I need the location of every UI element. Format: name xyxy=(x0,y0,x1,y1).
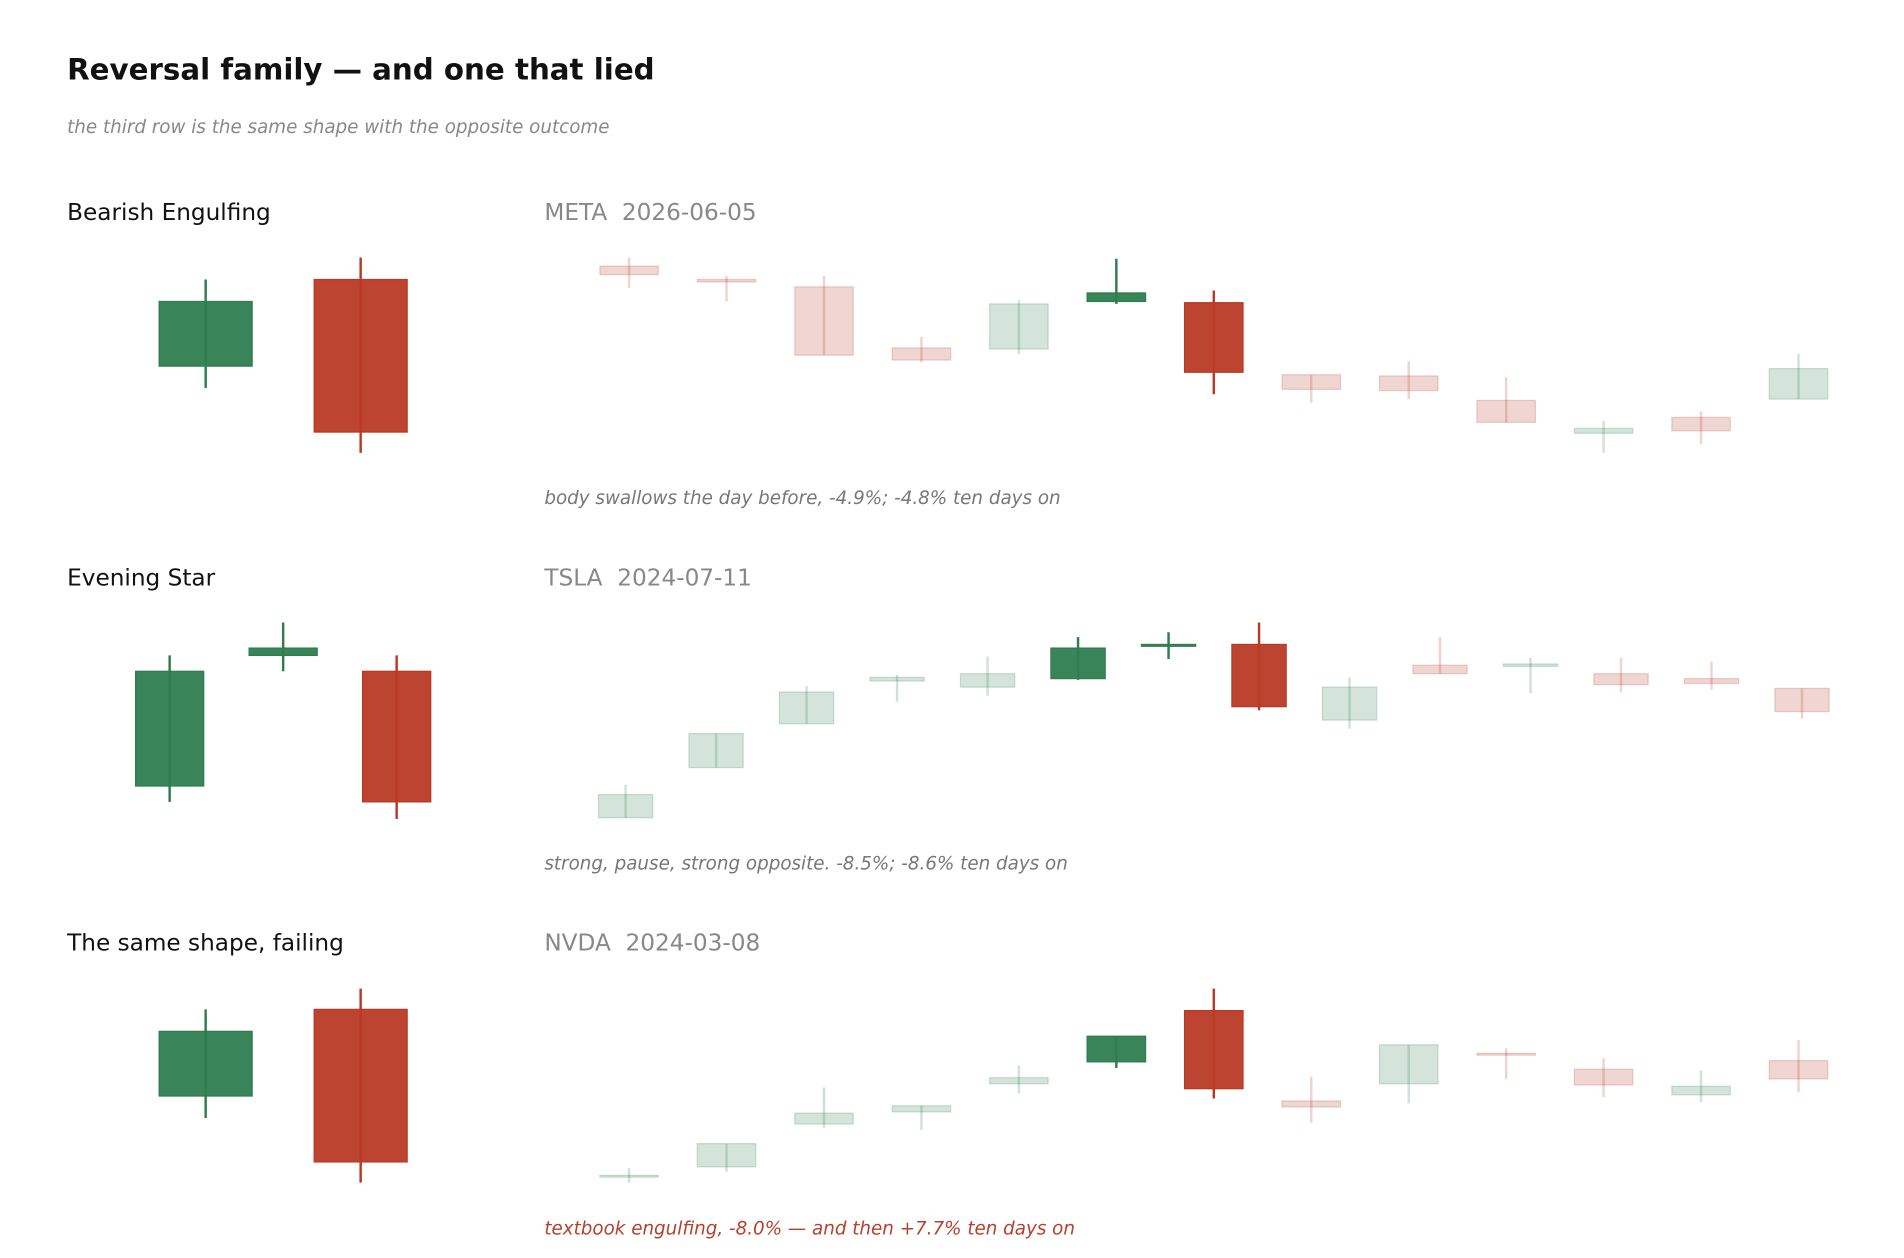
example-label: TSLA 2024-07-11 xyxy=(543,564,752,591)
example-label: NVDA 2024-03-08 xyxy=(544,929,760,956)
page-subtitle: the third row is the same shape with the… xyxy=(67,117,609,138)
pattern-name: The same shape, failing xyxy=(66,929,344,956)
example-label: META 2026-06-05 xyxy=(544,199,756,226)
candle-body xyxy=(1378,375,1439,392)
candle-body xyxy=(869,676,925,682)
candle-body xyxy=(1050,647,1106,680)
candle-body xyxy=(1281,1100,1342,1108)
candle-body xyxy=(362,670,432,803)
candle-body xyxy=(134,670,205,787)
candle-body xyxy=(989,303,1049,350)
candle-body xyxy=(696,1143,757,1168)
candle-body xyxy=(1183,302,1244,373)
candle-body xyxy=(1412,664,1468,675)
candle-body xyxy=(891,1105,952,1113)
candle-body xyxy=(1086,292,1147,303)
candle-body xyxy=(778,691,835,725)
candle-body xyxy=(313,278,408,433)
candle-body xyxy=(1573,1068,1634,1086)
candle-body xyxy=(1593,673,1649,686)
candle-body xyxy=(794,1112,854,1125)
candle-body xyxy=(1476,1052,1537,1056)
candle-body xyxy=(248,647,318,657)
candle-body xyxy=(597,793,654,819)
candle-body xyxy=(1321,686,1378,721)
candle-body xyxy=(891,347,952,361)
candle-body xyxy=(1768,367,1829,400)
caption: body swallows the day before, -4.9%; -4.… xyxy=(544,488,1060,509)
candle-body xyxy=(989,1077,1049,1085)
candle-body xyxy=(1231,643,1287,708)
pattern-name: Bearish Engulfing xyxy=(67,199,271,226)
candle-body xyxy=(158,1030,253,1097)
candle-body xyxy=(1476,399,1537,423)
candle-body xyxy=(1086,1035,1147,1063)
candle-body xyxy=(1671,1085,1731,1096)
caption: strong, pause, strong opposite. -8.5%; -… xyxy=(544,853,1067,874)
candle-body xyxy=(688,732,744,769)
candle-body xyxy=(1502,663,1559,668)
candle-body xyxy=(599,1174,659,1178)
page-title: Reversal family — and one that lied xyxy=(67,52,655,86)
candle-body xyxy=(1683,678,1740,685)
candle-body xyxy=(313,1008,408,1163)
candle-body xyxy=(1774,687,1830,713)
candle-body xyxy=(1768,1060,1829,1080)
candle-body xyxy=(1378,1044,1439,1085)
candle-body xyxy=(1573,427,1634,434)
candle-body xyxy=(959,673,1016,688)
candle-body xyxy=(696,278,757,283)
candle-body xyxy=(599,265,659,276)
candle-body xyxy=(1140,643,1197,647)
candle-body xyxy=(1671,416,1731,432)
candle-body xyxy=(158,300,253,367)
caption: textbook engulfing, -8.0% — and then +7.… xyxy=(544,1219,1075,1240)
pattern-name: Evening Star xyxy=(67,564,215,591)
candle-body xyxy=(1183,1009,1244,1090)
candle-body xyxy=(1281,374,1342,390)
candle-body xyxy=(794,286,854,356)
